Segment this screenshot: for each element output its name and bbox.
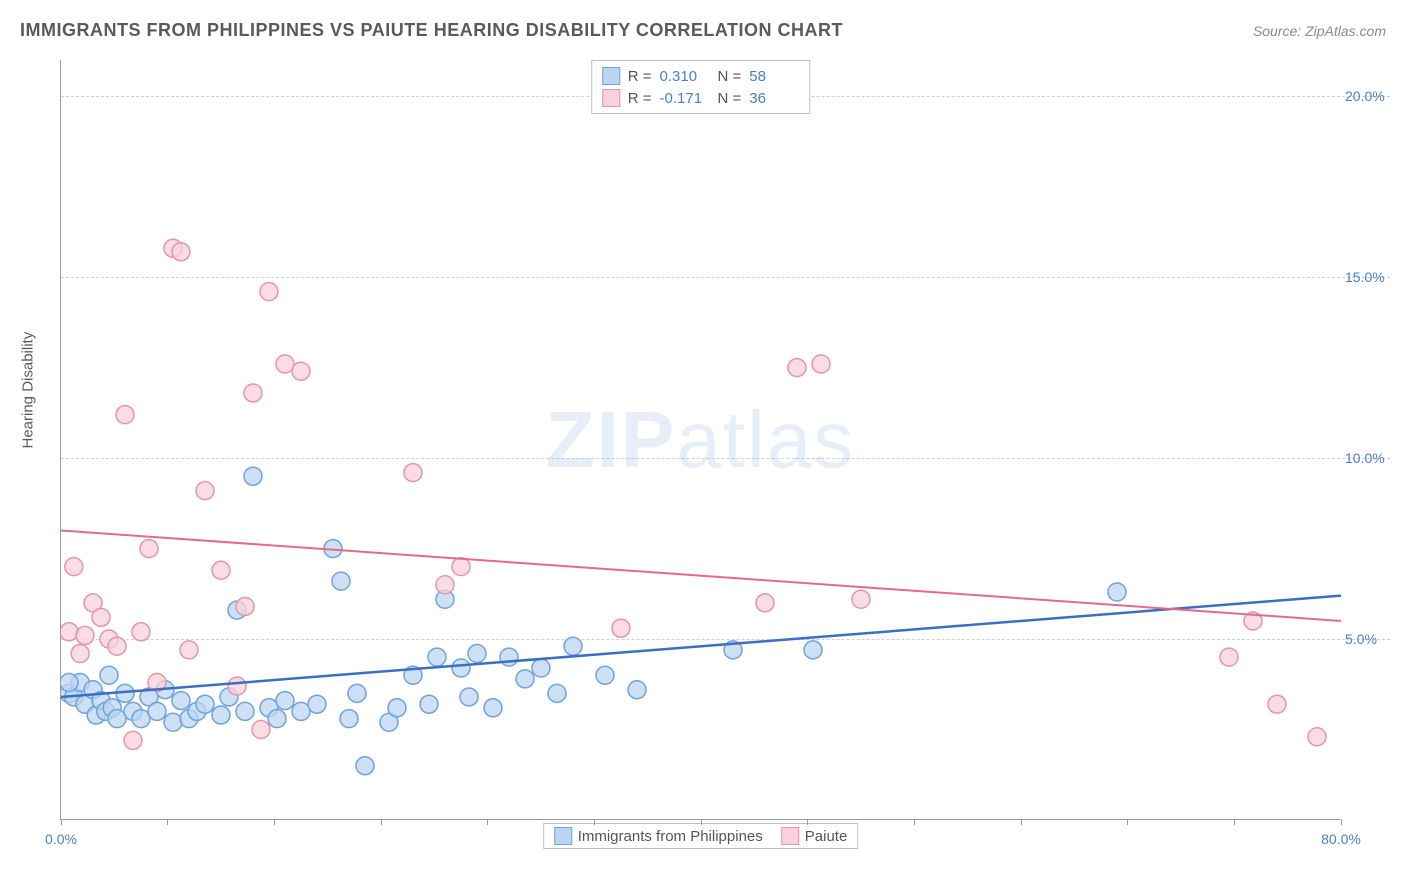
y-tick-label: 20.0% xyxy=(1345,88,1395,104)
x-tick-label-max: 80.0% xyxy=(1321,831,1361,847)
scatter-point xyxy=(388,699,406,717)
x-tick-label-min: 0.0% xyxy=(45,831,77,847)
y-tick-label: 15.0% xyxy=(1345,269,1395,285)
scatter-point xyxy=(61,673,78,691)
scatter-point xyxy=(436,576,454,594)
scatter-point xyxy=(276,692,294,710)
legend-series-label: Immigrants from Philippines xyxy=(578,828,763,845)
scatter-point xyxy=(628,681,646,699)
scatter-point xyxy=(65,558,83,576)
scatter-point xyxy=(460,688,478,706)
legend-swatch-icon xyxy=(602,67,620,85)
scatter-point xyxy=(140,540,158,558)
scatter-point xyxy=(244,384,262,402)
chart-title: IMMIGRANTS FROM PHILIPPINES VS PAIUTE HE… xyxy=(20,20,843,41)
scatter-point xyxy=(132,623,150,641)
scatter-point xyxy=(420,695,438,713)
scatter-point xyxy=(236,597,254,615)
scatter-point xyxy=(180,641,198,659)
legend-series: Immigrants from Philippines Paiute xyxy=(543,823,859,849)
legend-series-item: Immigrants from Philippines xyxy=(554,827,763,845)
scatter-point xyxy=(292,362,310,380)
scatter-point xyxy=(268,710,286,728)
scatter-point xyxy=(804,641,822,659)
scatter-point xyxy=(516,670,534,688)
scatter-point xyxy=(428,648,446,666)
legend-stats: R = 0.310 N = 58 R = -0.171 N = 36 xyxy=(591,60,811,114)
scatter-point xyxy=(252,721,270,739)
scatter-point xyxy=(196,482,214,500)
legend-series-label: Paiute xyxy=(805,828,848,845)
legend-r-label: R = xyxy=(628,90,652,107)
legend-swatch-icon xyxy=(554,827,572,845)
legend-stats-row: R = 0.310 N = 58 xyxy=(602,65,800,87)
legend-n-value: 58 xyxy=(749,68,799,85)
scatter-point xyxy=(1220,648,1238,666)
scatter-point xyxy=(1268,695,1286,713)
scatter-point xyxy=(404,464,422,482)
scatter-point xyxy=(260,283,278,301)
legend-swatch-icon xyxy=(781,827,799,845)
scatter-point xyxy=(452,659,470,677)
scatter-point xyxy=(332,572,350,590)
scatter-point xyxy=(596,666,614,684)
scatter-point xyxy=(172,243,190,261)
scatter-point xyxy=(228,677,246,695)
scatter-point xyxy=(124,731,142,749)
legend-series-item: Paiute xyxy=(781,827,848,845)
x-tick xyxy=(1341,819,1342,825)
scatter-point xyxy=(108,637,126,655)
scatter-point xyxy=(236,702,254,720)
scatter-point xyxy=(212,561,230,579)
scatter-point xyxy=(92,608,110,626)
scatter-point xyxy=(812,355,830,373)
scatter-point xyxy=(340,710,358,728)
source-label: Source: ZipAtlas.com xyxy=(1253,23,1386,39)
scatter-point xyxy=(484,699,502,717)
scatter-point xyxy=(532,659,550,677)
scatter-point xyxy=(148,702,166,720)
y-axis-label: Hearing Disability xyxy=(20,332,37,449)
scatter-point xyxy=(76,626,94,644)
legend-n-label: N = xyxy=(718,90,742,107)
plot-area: ZIPatlas 5.0%10.0%15.0%20.0% R = 0.310 N… xyxy=(60,60,1340,820)
scatter-point xyxy=(212,706,230,724)
scatter-plot-svg xyxy=(61,60,1341,820)
scatter-point xyxy=(500,648,518,666)
scatter-point xyxy=(1308,728,1326,746)
scatter-point xyxy=(196,695,214,713)
scatter-point xyxy=(244,467,262,485)
scatter-point xyxy=(172,692,190,710)
scatter-point xyxy=(564,637,582,655)
scatter-point xyxy=(852,590,870,608)
legend-stats-row: R = -0.171 N = 36 xyxy=(602,87,800,109)
scatter-point xyxy=(468,645,486,663)
scatter-point xyxy=(71,645,89,663)
y-tick-label: 10.0% xyxy=(1345,450,1395,466)
legend-r-label: R = xyxy=(628,68,652,85)
scatter-point xyxy=(308,695,326,713)
scatter-point xyxy=(164,713,182,731)
scatter-point xyxy=(548,684,566,702)
legend-swatch-icon xyxy=(602,89,620,107)
scatter-point xyxy=(116,406,134,424)
scatter-point xyxy=(61,623,78,641)
scatter-point xyxy=(452,558,470,576)
scatter-point xyxy=(348,684,366,702)
scatter-point xyxy=(756,594,774,612)
legend-r-value: 0.310 xyxy=(660,68,710,85)
y-tick-label: 5.0% xyxy=(1345,631,1395,647)
scatter-point xyxy=(612,619,630,637)
legend-n-value: 36 xyxy=(749,90,799,107)
scatter-point xyxy=(788,359,806,377)
legend-n-label: N = xyxy=(718,68,742,85)
scatter-point xyxy=(1108,583,1126,601)
legend-r-value: -0.171 xyxy=(660,90,710,107)
scatter-point xyxy=(100,666,118,684)
scatter-point xyxy=(356,757,374,775)
